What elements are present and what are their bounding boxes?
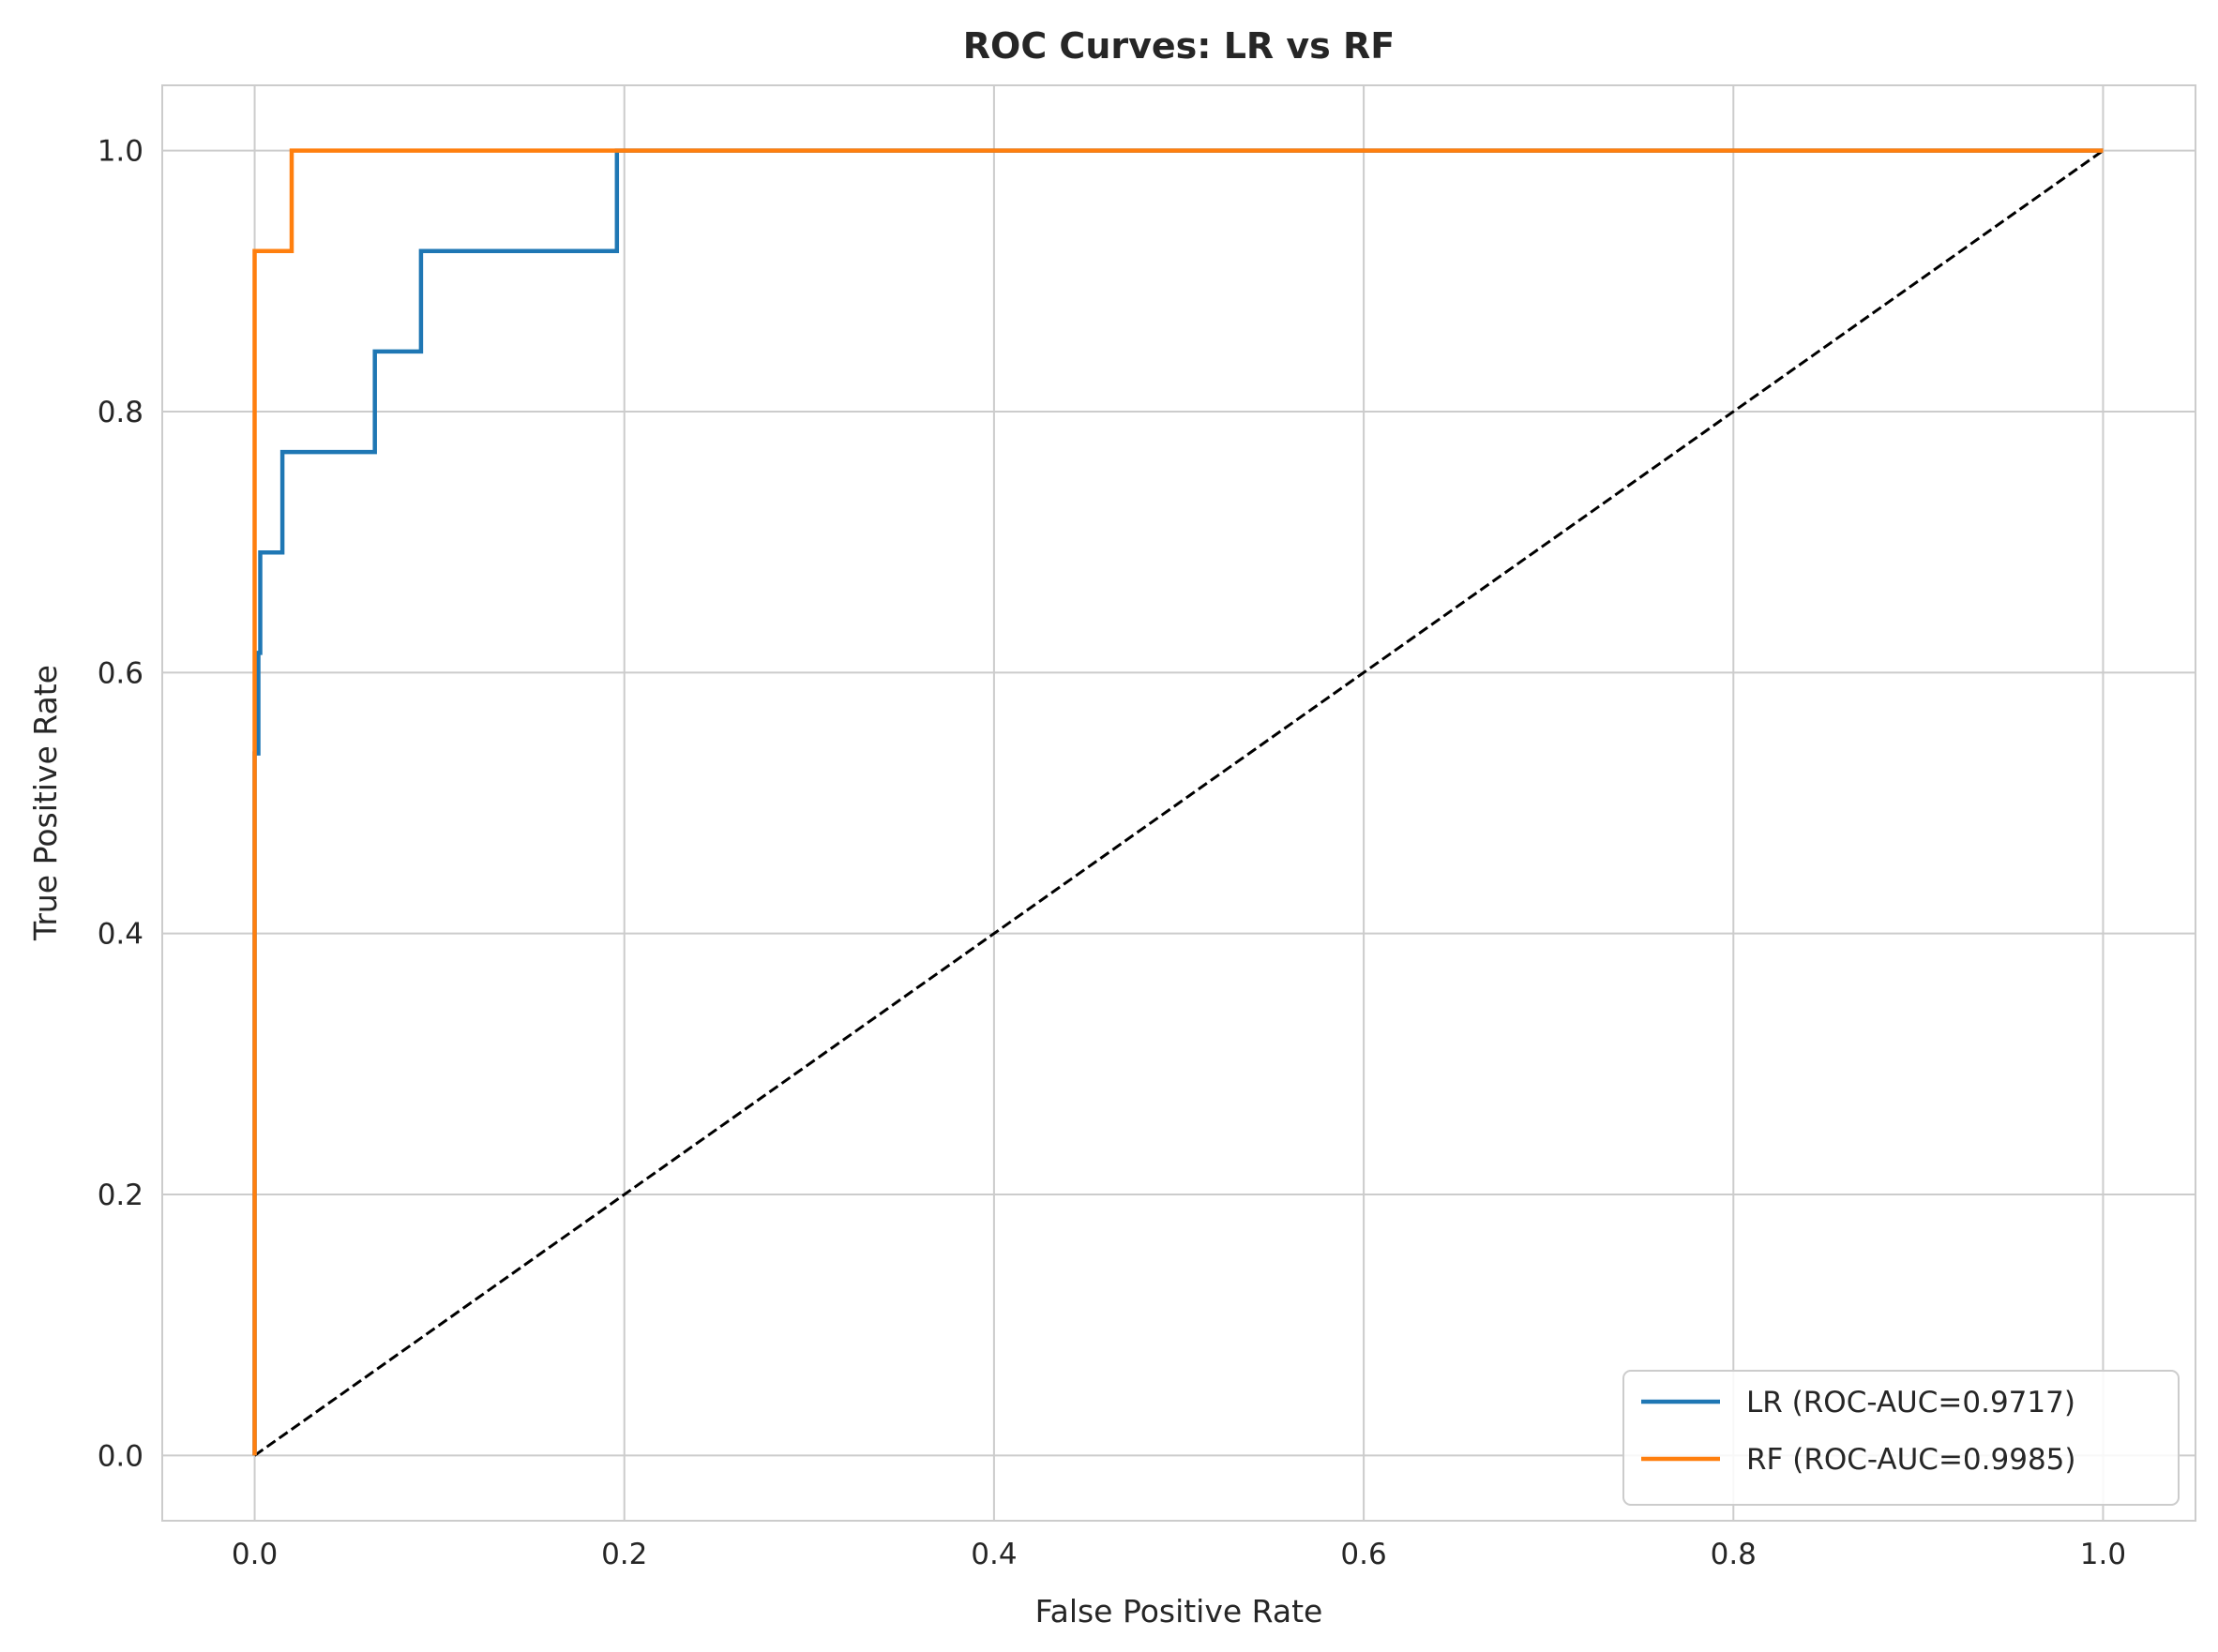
y-tick-label: 0.0 [98,1439,143,1473]
x-tick-label: 0.8 [1711,1538,1757,1571]
plot-frame [161,84,2196,1522]
y-tick-label: 0.6 [98,656,143,690]
legend-box [1622,1370,2180,1506]
y-tick-label: 1.0 [98,135,143,169]
legend-label-rf: RF (ROC-AUC=0.9985) [1746,1443,2076,1477]
tick-labels: 0.0 0.2 0.4 0.6 0.8 1.0 0.0 0.2 0.4 0.6 0.8 1.0 [98,135,2126,1571]
rf-roc-curve [252,148,2104,1456]
legend: LR (ROC-AUC=0.9717) RF (ROC-AUC=0.9985) [1622,1370,2180,1506]
x-axis-label: False Positive Rate [1035,1593,1323,1629]
chance-diagonal-line [253,149,2105,1457]
x-tick-label: 0.2 [601,1538,647,1571]
legend-label-lr: LR (ROC-AUC=0.9717) [1746,1386,2075,1419]
lr-roc-curve [252,148,2104,1456]
y-tick-label: 0.4 [98,918,143,952]
x-tick-label: 1.0 [2080,1538,2126,1571]
x-tick-label: 0.4 [971,1538,1017,1571]
y-axis-label: True Positive Rate [27,665,64,941]
y-tick-label: 0.8 [98,396,143,429]
y-tick-label: 0.2 [98,1179,143,1212]
chart-title: ROC Curves: LR vs RF [963,25,1396,67]
x-tick-label: 0.6 [1340,1538,1386,1571]
x-tick-label: 0.0 [232,1538,278,1571]
series-layer [252,148,2105,1457]
grid-lines [162,85,2195,1521]
